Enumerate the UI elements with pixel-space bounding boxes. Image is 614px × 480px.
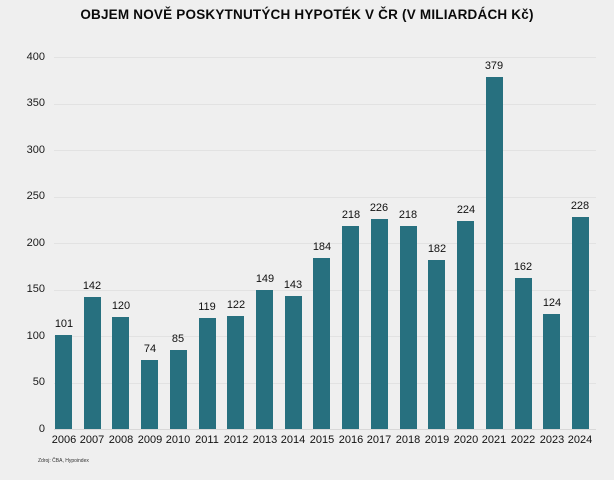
bar-2020 bbox=[457, 221, 474, 429]
bar-2021 bbox=[486, 77, 503, 429]
bar-value-label-2017: 226 bbox=[369, 202, 389, 214]
bar-value-label-2019: 182 bbox=[427, 243, 447, 255]
bar-value-label-2021: 379 bbox=[484, 60, 504, 72]
chart-title: OBJEM NOVĚ POSKYTNUTÝCH HYPOTÉK V ČR (V … bbox=[80, 7, 534, 22]
xtick-label-2024: 2024 bbox=[567, 434, 593, 446]
bar-2013 bbox=[256, 290, 273, 429]
ytick-label-0: 0 bbox=[38, 423, 45, 435]
bar-2014 bbox=[285, 296, 302, 429]
ytick-label-250: 250 bbox=[26, 190, 45, 202]
bar-2023 bbox=[543, 314, 560, 429]
xtick-label-2019: 2019 bbox=[424, 434, 450, 446]
xtick-label-2021: 2021 bbox=[481, 434, 507, 446]
bar-2011 bbox=[199, 318, 216, 429]
xtick-label-2013: 2013 bbox=[252, 434, 278, 446]
bar-value-label-2016: 218 bbox=[341, 209, 361, 221]
ytick-label-350: 350 bbox=[26, 97, 45, 109]
bar-2022 bbox=[515, 278, 532, 429]
bar-value-label-2022: 162 bbox=[513, 261, 533, 273]
bar-value-label-2014: 143 bbox=[283, 279, 303, 291]
xtick-label-2023: 2023 bbox=[539, 434, 565, 446]
bar-value-label-2011: 119 bbox=[198, 301, 216, 313]
ytick-label-300: 300 bbox=[26, 144, 45, 156]
ytick-label-200: 200 bbox=[26, 237, 45, 249]
bar-value-label-2020: 224 bbox=[456, 204, 476, 216]
xtick-label-2010: 2010 bbox=[165, 434, 191, 446]
bar-value-label-2015: 184 bbox=[312, 241, 332, 253]
gridline-y300 bbox=[54, 150, 596, 151]
source-note: Zdroj: ČBA, Hypoindex bbox=[38, 458, 89, 464]
xtick-label-2018: 2018 bbox=[395, 434, 421, 446]
bar-value-label-2023: 124 bbox=[542, 297, 562, 309]
xtick-label-2011: 2011 bbox=[195, 434, 219, 446]
bar-value-label-2007: 142 bbox=[82, 280, 102, 292]
xtick-label-2007: 2007 bbox=[79, 434, 105, 446]
bar-2015 bbox=[313, 258, 330, 429]
bar-2012 bbox=[227, 316, 244, 429]
bar-value-label-2008: 120 bbox=[111, 300, 131, 312]
bar-2024 bbox=[572, 217, 589, 429]
gridline-y400 bbox=[54, 57, 596, 58]
ytick-label-100: 100 bbox=[26, 330, 45, 342]
ytick-label-50: 50 bbox=[32, 376, 45, 388]
xtick-label-2008: 2008 bbox=[108, 434, 134, 446]
bar-value-label-2018: 218 bbox=[398, 209, 418, 221]
bar-value-label-2012: 122 bbox=[226, 299, 246, 311]
bar-2016 bbox=[342, 226, 359, 429]
bar-2008 bbox=[112, 317, 129, 429]
xtick-label-2020: 2020 bbox=[453, 434, 479, 446]
xtick-label-2012: 2012 bbox=[223, 434, 249, 446]
gridline-y350 bbox=[54, 104, 596, 105]
ytick-label-400: 400 bbox=[26, 51, 45, 63]
bar-2007 bbox=[84, 297, 101, 429]
bar-value-label-2006: 101 bbox=[54, 318, 74, 330]
gridline-y200 bbox=[54, 243, 596, 244]
xtick-label-2015: 2015 bbox=[309, 434, 335, 446]
bar-value-label-2009: 74 bbox=[143, 343, 157, 355]
bar-value-label-2024: 228 bbox=[570, 200, 590, 212]
xtick-label-2014: 2014 bbox=[280, 434, 306, 446]
ytick-label-150: 150 bbox=[26, 283, 45, 295]
bar-2010 bbox=[170, 350, 187, 429]
bar-2017 bbox=[371, 219, 388, 429]
bar-value-label-2013: 149 bbox=[255, 273, 275, 285]
xtick-label-2009: 2009 bbox=[137, 434, 163, 446]
bar-value-label-2010: 85 bbox=[171, 333, 185, 345]
xtick-label-2017: 2017 bbox=[366, 434, 392, 446]
bar-2006 bbox=[55, 335, 72, 429]
gridline-y250 bbox=[54, 197, 596, 198]
gridline-y0 bbox=[54, 429, 596, 430]
xtick-label-2022: 2022 bbox=[510, 434, 536, 446]
bar-2019 bbox=[428, 260, 445, 429]
xtick-label-2006: 2006 bbox=[51, 434, 77, 446]
bar-2018 bbox=[400, 226, 417, 429]
bar-2009 bbox=[141, 360, 158, 429]
xtick-label-2016: 2016 bbox=[338, 434, 364, 446]
